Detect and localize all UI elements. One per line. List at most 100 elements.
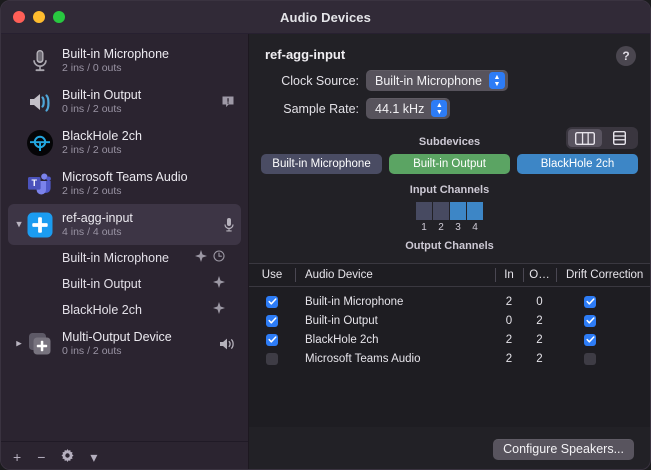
chevron-down-icon[interactable]: ▾: [16, 218, 22, 230]
window-body: Built-in Microphone 2 ins / 0 outs: [1, 34, 650, 469]
input-channel-blocks: [416, 202, 483, 220]
input-channel-number: 2: [438, 222, 444, 233]
columns-view-icon[interactable]: [568, 129, 602, 147]
device-name-cell: Built-in Microphone: [305, 295, 404, 308]
subdevice-chip-blackhole-2ch[interactable]: BlackHole 2ch: [517, 154, 638, 174]
input-channel-block-1[interactable]: [416, 202, 432, 220]
list-view-icon[interactable]: [602, 129, 636, 147]
drift-correction-cell: [556, 330, 650, 349]
subdevice-icons: [213, 301, 225, 319]
gear-icon[interactable]: [61, 449, 74, 464]
table-row[interactable]: Microsoft Teams Audio 2 2: [249, 349, 650, 368]
maximize-button[interactable]: [53, 11, 65, 23]
chevron-updown-icon: ▲ ▼: [431, 100, 448, 117]
use-checkbox[interactable]: [266, 295, 278, 308]
output-channels-table: Use Audio Device In O… Drift Correction …: [249, 263, 650, 427]
minimize-button[interactable]: [33, 11, 45, 23]
out-count-cell: 0: [536, 295, 543, 308]
drift-correction-checkbox[interactable]: [584, 333, 596, 346]
drift-correction-checkbox[interactable]: [584, 352, 596, 365]
device-row-blackhole-2ch[interactable]: BlackHole 2ch 2 ins / 2 outs: [8, 122, 241, 163]
use-checkbox[interactable]: [266, 333, 278, 346]
sample-rate-select[interactable]: 44.1 kHz ▲ ▼: [366, 98, 451, 119]
chevron-down-icon[interactable]: ▾: [90, 448, 98, 465]
multi-output-icon: [26, 330, 54, 358]
chevron-updown-icon: ▲ ▼: [489, 72, 505, 89]
column-header-use[interactable]: Use: [261, 269, 283, 281]
subdevice-row-built-in-output[interactable]: Built-in Output: [8, 271, 241, 297]
clock-source-value: Built-in Microphone: [375, 73, 482, 88]
drift-correction-checkbox[interactable]: [584, 295, 596, 308]
subdevice-icons: [213, 275, 225, 293]
remove-device-button[interactable]: −: [37, 448, 46, 465]
close-button[interactable]: [13, 11, 25, 23]
alert-bubble-icon[interactable]: [221, 95, 235, 109]
in-count-cell: 2: [505, 352, 513, 365]
input-channel-block-4[interactable]: [467, 202, 483, 220]
table-row[interactable]: BlackHole 2ch 2 2: [249, 330, 650, 349]
use-checkbox-cell: [249, 292, 295, 311]
microphone-indicator-icon: [223, 217, 235, 233]
view-toggle: [566, 127, 638, 149]
input-channel-block-3[interactable]: [450, 202, 466, 220]
device-row-built-in-microphone[interactable]: Built-in Microphone 2 ins / 0 outs: [8, 40, 241, 81]
drift-correction-checkbox[interactable]: [584, 314, 596, 327]
use-checkbox-cell: [249, 330, 295, 349]
subdevice-name: Built-in Microphone: [62, 251, 169, 265]
device-row-microsoft-teams-audio[interactable]: T Microsoft Teams Audio 2 ins / 2 outs: [8, 163, 241, 204]
teams-icon: T: [26, 170, 54, 198]
clock-source-label: Clock Source:: [281, 73, 359, 88]
input-channel-number: 4: [472, 222, 478, 233]
aggregate-plus-icon: [26, 211, 54, 239]
device-sidebar: Built-in Microphone 2 ins / 0 outs: [1, 34, 249, 469]
traffic-lights: [13, 11, 65, 23]
column-header-out[interactable]: O…: [523, 264, 556, 286]
drift-icon: [213, 275, 225, 293]
input-channel-block-2[interactable]: [433, 202, 449, 220]
speaker-indicator-icon: [219, 337, 235, 351]
use-checkbox[interactable]: [266, 314, 278, 327]
drift-correction-cell: [556, 349, 650, 368]
use-checkbox[interactable]: [266, 352, 278, 365]
clock-source-select[interactable]: Built-in Microphone ▲ ▼: [366, 70, 508, 91]
table-row[interactable]: Built-in Output 0 2: [249, 311, 650, 330]
table-row[interactable]: Built-in Microphone 2 0: [249, 292, 650, 311]
device-name: Built-in Output: [62, 87, 142, 102]
device-text: Built-in Microphone 2 ins / 0 outs: [62, 47, 241, 74]
device-name: BlackHole 2ch: [62, 128, 142, 143]
device-row-ref-agg-input[interactable]: ▾ ref-agg-input 4 ins / 4 outs: [8, 204, 241, 245]
title-bar: Audio Devices: [1, 1, 650, 34]
subdevice-row-built-in-microphone[interactable]: Built-in Microphone: [8, 245, 241, 271]
subdevice-chip-built-in-output[interactable]: Built-in Output: [389, 154, 510, 174]
device-row-multi-output-device[interactable]: ▸ Multi-Output Device 0 ins / 2 outs: [8, 323, 241, 364]
chevron-right-icon[interactable]: ▸: [16, 337, 22, 349]
clock-icon: [213, 249, 225, 267]
subdevice-chip-built-in-microphone[interactable]: Built-in Microphone: [261, 154, 382, 174]
device-channels: 0 ins / 2 outs: [62, 103, 122, 116]
device-name-cell: BlackHole 2ch: [305, 333, 379, 346]
help-button[interactable]: ?: [616, 46, 636, 66]
use-checkbox-cell: [249, 349, 295, 368]
sidebar-toolbar: + − ▾: [1, 441, 248, 469]
device-detail-pane: ref-agg-input ? Clock Source: Built-in M…: [249, 34, 650, 469]
drift-correction-cell: [556, 292, 650, 311]
column-header-audio-device[interactable]: Audio Device: [295, 264, 495, 286]
use-checkbox-cell: [249, 311, 295, 330]
speaker-icon: [26, 88, 54, 116]
input-channels: 1 2 3 4: [249, 202, 650, 233]
subdevices-heading: Subdevices: [418, 136, 481, 148]
drift-correction-cell: [556, 311, 650, 330]
device-name: Built-in Microphone: [62, 46, 169, 61]
device-row-built-in-output[interactable]: Built-in Output 0 ins / 2 outs: [8, 81, 241, 122]
configure-speakers-button[interactable]: Configure Speakers...: [493, 438, 634, 460]
in-count-cell: 0: [505, 314, 513, 327]
device-channels: 2 ins / 2 outs: [62, 144, 122, 157]
column-header-in[interactable]: In: [495, 264, 523, 286]
input-channel-numbers: 1 2 3 4: [416, 222, 483, 233]
add-device-button[interactable]: +: [13, 448, 22, 465]
subdevice-icons: [195, 249, 225, 267]
subdevice-row-blackhole-2ch[interactable]: BlackHole 2ch: [8, 297, 241, 323]
drift-icon: [213, 301, 225, 319]
column-header-drift-correction[interactable]: Drift Correction: [556, 264, 650, 286]
